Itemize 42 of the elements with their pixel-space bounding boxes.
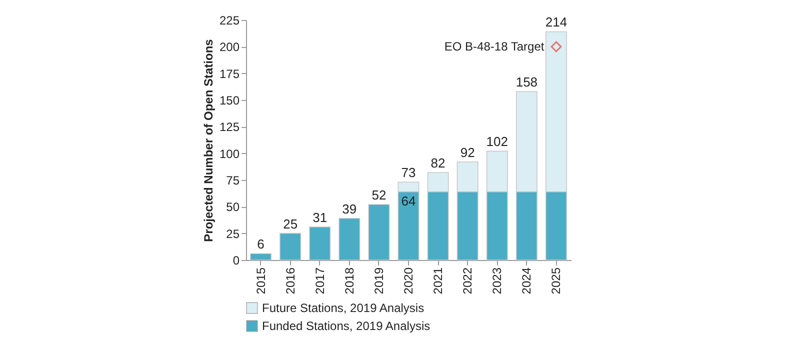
y-tick-label: 225 xyxy=(219,14,240,28)
y-tick-label: 125 xyxy=(219,120,240,134)
legend-label: Future Stations, 2019 Analysis xyxy=(262,301,424,315)
x-tick-label: 2022 xyxy=(460,267,475,294)
x-tick-label: 2018 xyxy=(342,267,356,294)
y-tick-label: 200 xyxy=(219,40,240,54)
total-label: 31 xyxy=(312,210,328,225)
y-tick-label: 150 xyxy=(219,94,240,108)
y-tick-label: 0 xyxy=(232,254,240,268)
y-tick-label: 75 xyxy=(226,174,240,188)
bar xyxy=(280,232,302,260)
bar xyxy=(309,226,331,260)
total-label: 82 xyxy=(430,156,446,171)
x-tick-label: 2023 xyxy=(490,267,504,294)
total-label: 92 xyxy=(460,144,475,160)
total-label: 25 xyxy=(283,216,298,232)
x-tick-label: 2020 xyxy=(402,267,416,294)
x-tick-label: 2016 xyxy=(283,267,298,294)
y-tick-label: 175 xyxy=(219,66,240,81)
x-tick-label: 2017 xyxy=(312,267,327,294)
series-label: EO B-48-18 Target xyxy=(444,40,545,54)
y-tick-label: 25 xyxy=(226,226,240,241)
y-axis-title: Projected Number of Open Stations xyxy=(201,38,216,242)
total-label: 52 xyxy=(372,188,386,203)
bar xyxy=(368,204,390,260)
total-label: 102 xyxy=(486,134,508,150)
x-tick-label: 2024 xyxy=(520,267,534,294)
x-tick-label: 2019 xyxy=(372,267,386,294)
x-tick-label: 2021 xyxy=(431,267,446,294)
total-label: 73 xyxy=(401,165,416,180)
legend-label: Funded Stations, 2019 Analysis xyxy=(262,319,430,333)
bar xyxy=(250,253,272,260)
x-tick-label: 2025 xyxy=(549,267,564,294)
total-label: 214 xyxy=(545,14,568,30)
total-label: 158 xyxy=(516,74,538,90)
y-tick-label: 50 xyxy=(226,200,240,214)
data-label: 64 xyxy=(401,194,416,209)
total-label: 39 xyxy=(342,201,357,216)
bar xyxy=(338,218,360,260)
total-label: 6 xyxy=(257,236,264,252)
x-tick-label: 2015 xyxy=(254,267,268,294)
y-tick-label: 100 xyxy=(219,146,240,161)
